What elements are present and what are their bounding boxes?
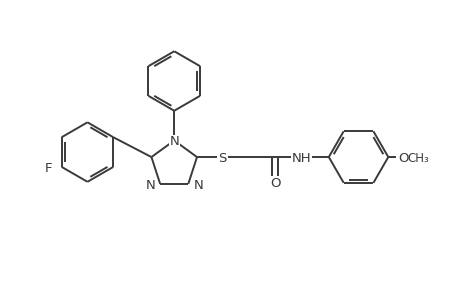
Text: S: S (218, 152, 226, 165)
Text: O: O (397, 152, 408, 165)
Text: N: N (169, 136, 179, 148)
Text: F: F (45, 162, 52, 175)
Text: N: N (193, 179, 202, 192)
Text: CH₃: CH₃ (406, 152, 428, 165)
Text: NH: NH (291, 152, 311, 165)
Text: N: N (145, 179, 155, 192)
Text: O: O (269, 177, 280, 190)
